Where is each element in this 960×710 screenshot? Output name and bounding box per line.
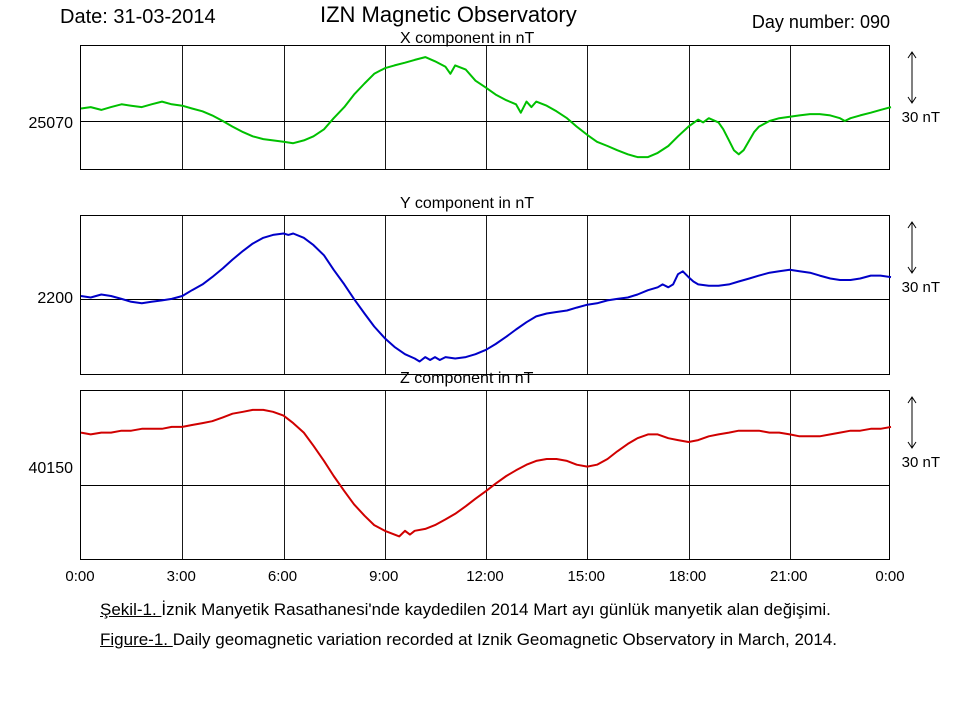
x-tick: 0:00	[875, 568, 904, 585]
caption-0: Şekil-1. İznik Manyetik Rasathanesi'nde …	[100, 600, 831, 620]
plot-panel-z	[80, 390, 890, 560]
caption-text: İznik Manyetik Rasathanesi'nde kaydedile…	[161, 600, 830, 619]
scalelabel-x: 30 nT	[902, 109, 940, 126]
x-tick: 18:00	[669, 568, 707, 585]
x-tick: 12:00	[466, 568, 504, 585]
scalelabel-z: 30 nT	[902, 454, 940, 471]
x-tick: 6:00	[268, 568, 297, 585]
y-label-z: 40150	[5, 460, 73, 478]
y-label-y: 2200	[5, 290, 73, 308]
caption-label: Figure-1.	[100, 630, 173, 649]
scalelabel-y: 30 nT	[902, 279, 940, 296]
x-tick: 0:00	[65, 568, 94, 585]
caption-text: Daily geomagnetic variation recorded at …	[173, 630, 837, 649]
scalebar-y	[902, 220, 922, 275]
caption-label: Şekil-1.	[100, 600, 161, 619]
caption-1: Figure-1. Daily geomagnetic variation re…	[100, 630, 837, 650]
x-tick: 15:00	[567, 568, 605, 585]
scalebar-x	[902, 50, 922, 105]
x-tick: 9:00	[369, 568, 398, 585]
plot-panel-x	[80, 45, 890, 170]
x-tick: 21:00	[770, 568, 808, 585]
scalebar-z	[902, 395, 922, 450]
x-tick: 3:00	[167, 568, 196, 585]
y-label-x: 25070	[5, 115, 73, 133]
